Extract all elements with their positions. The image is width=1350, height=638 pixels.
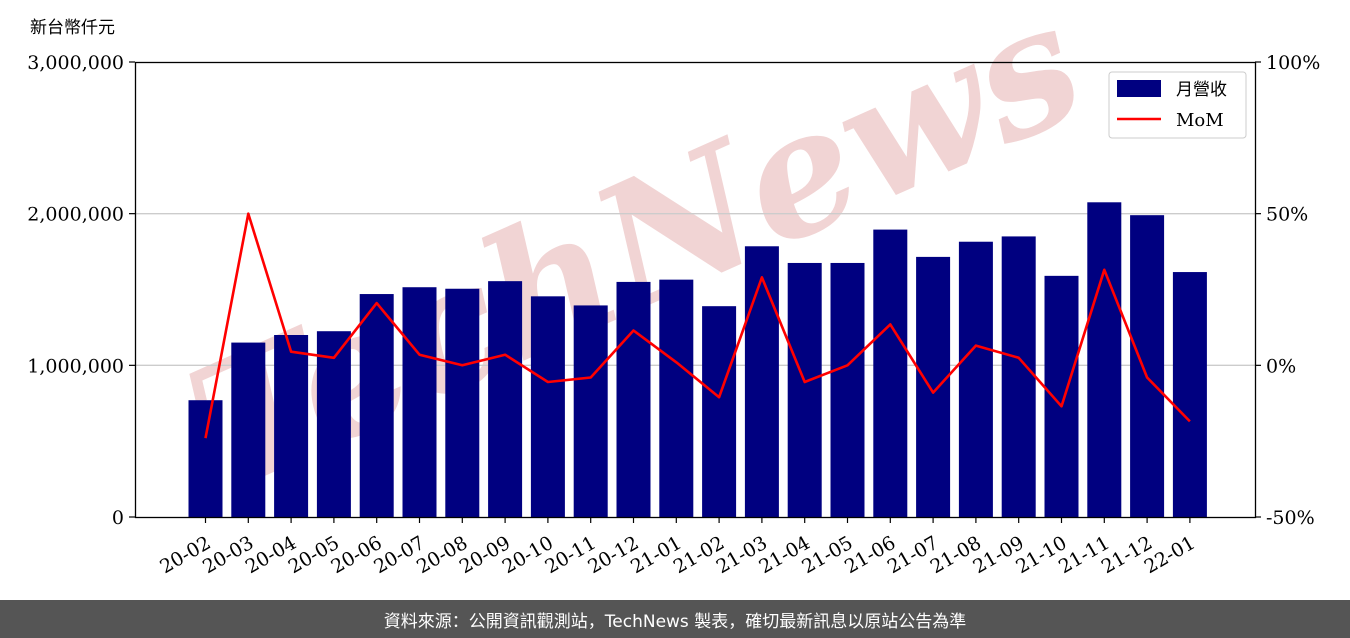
left-tick-label: 0	[112, 507, 124, 529]
right-axis: -50% 0% 50% 100%	[1255, 52, 1320, 529]
mom-line	[204, 212, 1191, 439]
bar-20-12	[616, 281, 651, 517]
legend-label-mom: MoM	[1176, 110, 1224, 131]
bar-22-01	[1172, 272, 1207, 517]
bar-21-09	[1001, 236, 1036, 517]
bar-20-04	[274, 335, 309, 517]
bar-20-11	[573, 305, 608, 517]
right-tick-label: 100%	[1266, 52, 1320, 74]
bar-21-12	[1130, 215, 1165, 517]
mom-series-line	[204, 212, 1191, 439]
footer-banner: 資料來源：公開資訊觀測站，TechNews 製表，確切最新訊息以原站公告為準	[0, 600, 1350, 638]
legend: 月營收 MoM	[1108, 71, 1247, 139]
bar-20-05	[316, 331, 351, 517]
bar-20-06	[359, 294, 394, 517]
left-tick-label: 1,000,000	[27, 355, 124, 377]
source-note: 資料來源：公開資訊觀測站，TechNews 製表，確切最新訊息以原站公告為準	[383, 611, 967, 632]
bars	[188, 202, 1207, 517]
left-axis: 0 1,000,000 2,000,000 3,000,000	[27, 52, 135, 529]
bar-21-08	[958, 241, 993, 517]
bar-21-04	[787, 262, 822, 517]
bar-21-11	[1087, 202, 1122, 517]
bar-20-02	[188, 400, 223, 517]
left-tick-label: 2,000,000	[27, 204, 124, 226]
right-tick-label: -50%	[1266, 507, 1315, 529]
legend-label-revenue: 月營收	[1176, 80, 1227, 100]
y-unit-label: 新台幣仟元	[30, 18, 115, 38]
bar-20-10	[530, 296, 565, 517]
left-tick-label: 3,000,000	[27, 52, 124, 74]
bar-20-07	[402, 287, 437, 517]
x-tick-label: 22-01	[1141, 532, 1199, 578]
bar-20-09	[488, 281, 523, 517]
x-axis: 20-0220-0320-0420-0520-0620-0720-0820-09…	[156, 517, 1199, 578]
bar-21-05	[830, 262, 865, 517]
bar-21-01	[659, 279, 694, 517]
plot-frame	[134, 61, 1257, 519]
bar-21-06	[873, 229, 908, 517]
legend-swatch-revenue	[1117, 80, 1161, 97]
bar-21-02	[702, 306, 737, 517]
bar-21-07	[916, 256, 951, 517]
bar-20-03	[231, 342, 266, 517]
bar-20-08	[445, 288, 480, 517]
right-tick-label: 0%	[1266, 355, 1296, 377]
right-tick-label: 50%	[1266, 204, 1308, 226]
bar-21-10	[1044, 275, 1079, 517]
bar-21-03	[744, 246, 779, 517]
